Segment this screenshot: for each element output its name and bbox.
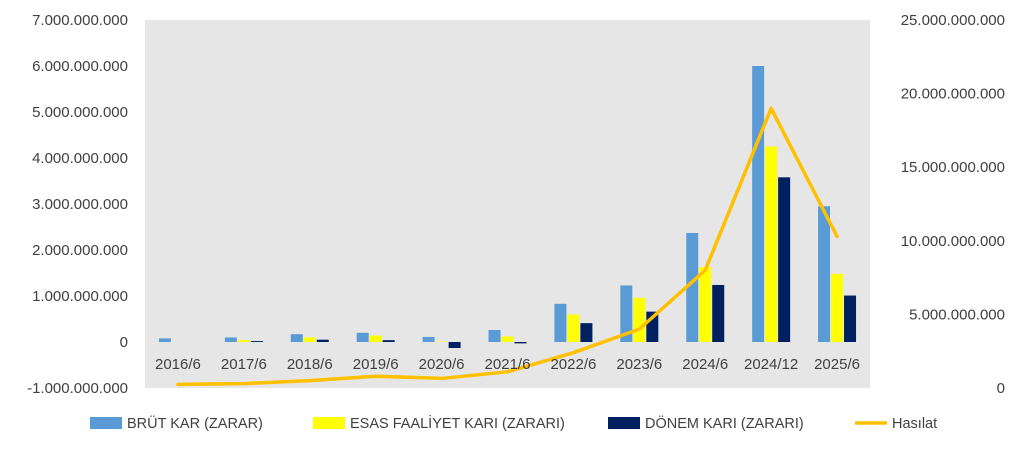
legend-label: ESAS FAALİYET KARI (ZARARI) xyxy=(350,414,565,432)
right-tick-label: 10.000.000.000 xyxy=(901,233,1005,250)
category-label: 2022/6 xyxy=(550,356,596,373)
category-label: 2023/6 xyxy=(616,356,662,373)
bar xyxy=(831,273,844,342)
bar xyxy=(844,295,857,342)
bar xyxy=(369,335,382,342)
left-tick-label: 7.000.000.000 xyxy=(32,12,128,29)
right-tick-label: 20.000.000.000 xyxy=(901,86,1005,103)
bar xyxy=(422,336,435,342)
bar xyxy=(686,232,699,342)
bar xyxy=(488,330,501,342)
bar xyxy=(224,337,237,342)
legend-swatch xyxy=(313,417,345,429)
bar xyxy=(712,284,725,342)
bar xyxy=(580,323,593,342)
bar xyxy=(818,206,831,342)
right-tick-label: 0 xyxy=(997,380,1005,397)
bar xyxy=(765,146,778,342)
category-label: 2020/6 xyxy=(419,356,465,373)
bar xyxy=(303,337,316,342)
category-label: 2024/6 xyxy=(682,356,728,373)
bar xyxy=(356,332,369,342)
bar xyxy=(158,338,171,342)
left-tick-label: 3.000.000.000 xyxy=(32,196,128,213)
category-label: 2019/6 xyxy=(353,356,399,373)
bar xyxy=(778,177,791,342)
left-tick-label: 1.000.000.000 xyxy=(32,288,128,305)
category-label: 2025/6 xyxy=(814,356,860,373)
left-tick-label: 2.000.000.000 xyxy=(32,242,128,259)
category-label: 2021/6 xyxy=(485,356,531,373)
category-labels: 2016/6 2017/6 2018/6 2019/6 2020/6 2021/6 2022… xyxy=(155,356,860,373)
category-label: 2018/6 xyxy=(287,356,333,373)
left-tick-label: 5.000.000.000 xyxy=(32,104,128,121)
plot-area xyxy=(145,20,870,388)
legend-label: Hasılat xyxy=(892,416,937,432)
legend-swatch xyxy=(608,417,640,429)
category-label: 2016/6 xyxy=(155,356,201,373)
right-tick-label: 15.000.000.000 xyxy=(901,159,1005,176)
legend-label: BRÜT KAR (ZARAR) xyxy=(127,414,263,432)
bar xyxy=(567,314,580,342)
bar xyxy=(633,297,646,342)
right-tick-label: 5.000.000.000 xyxy=(909,306,1005,323)
bar xyxy=(250,341,263,342)
bar xyxy=(382,340,395,342)
bar xyxy=(620,285,633,342)
right-axis-ticks: 0 5.000.000.000 10.000.000.000 15.000.000.0… xyxy=(901,12,1005,397)
bar xyxy=(290,334,303,342)
left-tick-label: 6.000.000.000 xyxy=(32,58,128,75)
bar xyxy=(752,66,765,342)
left-axis-ticks: -1.000.000.000 0 1.000.000.000 2.000.000.00… xyxy=(27,12,128,397)
bar xyxy=(448,342,461,348)
left-tick-label: 0 xyxy=(120,334,128,351)
left-tick-label: -1.000.000.000 xyxy=(27,380,128,397)
right-tick-label: 25.000.000.000 xyxy=(901,12,1005,29)
line-hasilat xyxy=(176,106,839,387)
category-label: 2024/12 xyxy=(744,356,798,373)
legend-label: DÖNEM KARI (ZARARI) xyxy=(645,414,804,432)
bar-series xyxy=(158,66,857,348)
bar xyxy=(501,336,514,342)
category-label: 2017/6 xyxy=(221,356,267,373)
line-series xyxy=(176,106,839,387)
bar xyxy=(237,340,250,342)
bar xyxy=(514,342,527,344)
left-tick-label: 4.000.000.000 xyxy=(32,150,128,167)
bar xyxy=(699,267,712,342)
bar xyxy=(316,339,329,342)
legend: BRÜT KAR (ZARAR) ESAS FAALİYET KARI (ZARA… xyxy=(90,414,937,432)
legend-swatch xyxy=(90,417,122,429)
bar xyxy=(554,303,567,342)
